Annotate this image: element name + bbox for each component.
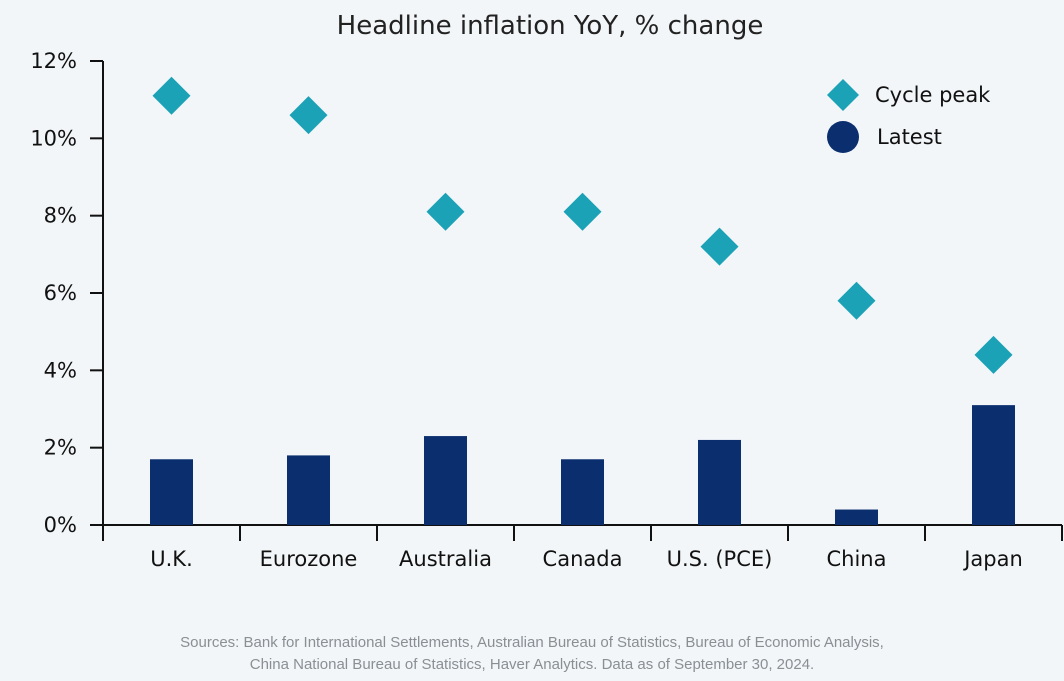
cycle-peak-marker <box>426 192 465 231</box>
latest-bar <box>561 459 604 525</box>
y-tick-label: 6% <box>44 281 77 305</box>
source-note-line-2: China National Bureau of Statistics, Hav… <box>249 656 815 673</box>
legend-label-cycle-peak: Cycle peak <box>875 83 991 107</box>
legend-diamond-icon <box>827 79 859 111</box>
chart-title: Headline inflation YoY, % change <box>337 11 764 41</box>
y-tick-label: 10% <box>30 126 77 150</box>
legend: Cycle peak Latest <box>827 79 991 153</box>
bars-layer <box>150 405 1015 525</box>
cycle-peak-marker <box>289 96 328 135</box>
cycle-peak-marker <box>563 192 602 231</box>
x-category-label: Australia <box>399 547 492 571</box>
cycle-peak-marker <box>837 281 876 320</box>
x-category-label: Canada <box>543 547 623 571</box>
x-category-label: Japan <box>962 547 1023 571</box>
cycle-peak-marker <box>152 76 191 115</box>
cycle-peak-marker <box>700 227 739 266</box>
y-tick-label: 4% <box>44 358 77 382</box>
legend-circle-icon <box>827 121 859 153</box>
y-tick-label: 8% <box>44 204 77 228</box>
x-category-label: U.S. (PCE) <box>667 547 773 571</box>
y-tick-label: 2% <box>44 436 77 460</box>
legend-label-latest: Latest <box>877 125 942 149</box>
latest-bar <box>424 436 467 525</box>
cycle-peak-marker <box>974 335 1013 374</box>
x-category-label: Eurozone <box>260 547 358 571</box>
latest-bar <box>972 405 1015 525</box>
axes-layer: 0% 2% 4% 6% 8% 10% 12% U.K. Eurozone Australia Can… <box>30 49 1063 571</box>
y-tick-label: 0% <box>44 513 77 537</box>
latest-bar <box>287 455 330 525</box>
markers-layer <box>152 76 1013 374</box>
latest-bar <box>835 509 878 525</box>
x-category-label: U.K. <box>150 547 193 571</box>
latest-bar <box>150 459 193 525</box>
x-category-label: China <box>827 547 887 571</box>
latest-bar <box>698 439 741 525</box>
y-tick-label: 12% <box>30 49 77 73</box>
source-note-line-1: Sources: Bank for International Settleme… <box>180 634 884 651</box>
